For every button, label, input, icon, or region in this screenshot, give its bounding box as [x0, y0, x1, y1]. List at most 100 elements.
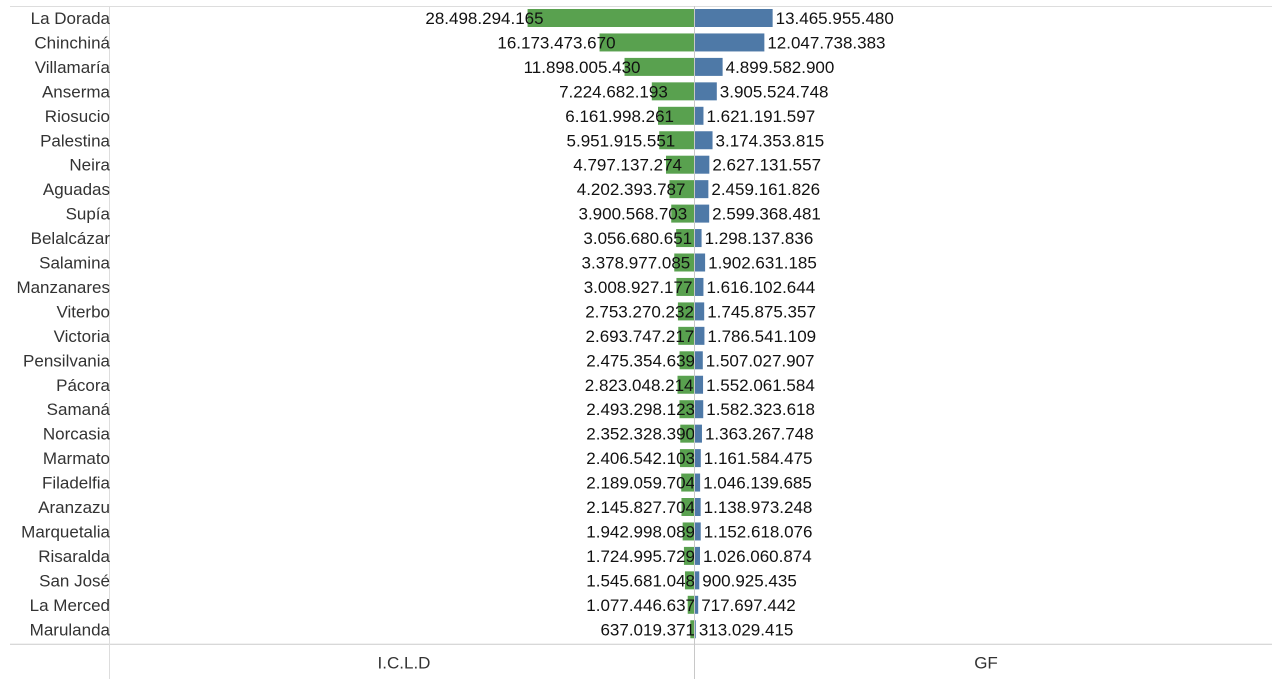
bar-iclds [680, 424, 694, 443]
data-label-iclds: 3.378.977.085 [582, 254, 691, 273]
bar-iclds [669, 180, 694, 199]
data-label-gf: 1.138.973.248 [704, 498, 813, 517]
data-label-gf: 717.697.442 [701, 596, 796, 615]
data-label-gf: 1.363.267.748 [705, 425, 814, 444]
bar-gf [694, 33, 765, 52]
data-label-iclds: 1.724.995.729 [586, 547, 695, 566]
bar-gf [694, 180, 709, 199]
category-label: Riosucio [45, 107, 110, 126]
data-label-iclds: 2.352.328.390 [586, 425, 695, 444]
data-label-gf: 2.599.368.481 [712, 205, 821, 224]
category-label: Chinchiná [34, 33, 110, 52]
bar-iclds [658, 106, 694, 125]
bar-gf [694, 326, 705, 345]
bar-iclds [679, 449, 694, 468]
category-label: Victoria [54, 327, 111, 346]
bar-iclds [679, 400, 694, 419]
category-label: Supía [66, 205, 111, 224]
data-label-iclds: 2.493.298.123 [586, 400, 695, 419]
category-label: Norcasia [43, 425, 111, 444]
data-label-iclds: 3.056.680.651 [583, 229, 692, 248]
bar-gf [694, 277, 704, 296]
data-label-gf: 313.029.415 [699, 620, 794, 639]
category-label: Marquetalia [21, 522, 110, 541]
data-label-iclds: 5.951.915.551 [567, 131, 676, 150]
bar-iclds [624, 57, 694, 76]
data-label-iclds: 2.823.048.214 [585, 376, 694, 395]
bar-iclds [682, 522, 694, 541]
data-label-gf: 2.459.161.826 [711, 180, 820, 199]
category-label: La Dorada [31, 9, 111, 28]
bar-gf [694, 106, 704, 125]
bar-iclds [677, 375, 694, 394]
bar-gf [694, 498, 701, 516]
data-label-iclds: 637.019.371 [600, 620, 695, 639]
bar-iclds [678, 326, 694, 345]
data-label-gf: 1.026.060.874 [703, 547, 812, 566]
bar-iclds [676, 229, 694, 248]
data-label-iclds: 4.797.137.274 [573, 156, 682, 175]
category-label: San José [39, 571, 110, 590]
data-label-gf: 2.627.131.557 [712, 156, 821, 175]
data-label-gf: 1.161.584.475 [704, 449, 813, 468]
category-label: Pensilvania [23, 351, 110, 370]
data-label-iclds: 11.898.005.430 [524, 58, 641, 77]
bar-gf [694, 131, 713, 150]
bar-gf [694, 473, 701, 492]
category-label: Anserma [42, 82, 111, 101]
data-label-iclds: 7.224.682.193 [559, 82, 668, 101]
bar-iclds [651, 82, 694, 101]
category-label: Marulanda [30, 620, 111, 639]
bar-iclds [681, 473, 694, 492]
data-label-gf: 1.507.027.907 [706, 351, 815, 370]
bar-iclds [681, 498, 694, 516]
category-label: Neira [69, 156, 110, 175]
category-label: Villamaría [35, 58, 111, 77]
data-label-iclds: 1.077.446.637 [586, 596, 695, 615]
bar-iclds [665, 155, 694, 174]
data-label-gf: 1.582.323.618 [706, 400, 815, 419]
bar-gf [694, 155, 710, 174]
bar-gf [694, 253, 706, 272]
data-label-iclds: 2.189.059.704 [586, 474, 695, 493]
bar-iclds [674, 253, 694, 272]
bar-iclds [677, 302, 694, 321]
category-label: Viterbo [56, 302, 110, 321]
data-label-gf: 1.298.137.836 [705, 229, 814, 248]
category-label: La Merced [30, 596, 110, 615]
category-label: Manzanares [16, 278, 110, 297]
category-label: Risaralda [38, 547, 110, 566]
column-header-iclds: I.C.L.D [378, 653, 431, 672]
data-label-gf: 1.046.139.685 [703, 474, 812, 493]
data-label-iclds: 2.145.827.704 [586, 498, 695, 517]
bar-iclds [527, 9, 694, 27]
data-label-iclds: 1.545.681.048 [586, 571, 695, 590]
data-label-iclds: 2.406.542.103 [586, 449, 695, 468]
bar-gf [694, 302, 705, 321]
data-label-gf: 3.174.353.815 [716, 131, 825, 150]
data-label-gf: 1.745.875.357 [707, 302, 816, 321]
bar-gf [694, 351, 703, 370]
bar-iclds [683, 546, 694, 565]
data-label-gf: 1.616.102.644 [706, 278, 815, 297]
data-label-iclds: 2.693.747.217 [586, 327, 695, 346]
data-label-iclds: 28.498.294.165 [425, 9, 543, 28]
bar-iclds [599, 33, 694, 52]
bar-gf [694, 229, 702, 248]
bar-gf [694, 449, 701, 468]
bar-gf [694, 571, 700, 590]
category-label: Pácora [56, 376, 110, 395]
data-label-gf: 4.899.582.900 [726, 58, 835, 77]
data-label-gf: 1.152.618.076 [704, 522, 813, 541]
bar-gf [694, 375, 704, 394]
bar-iclds [671, 204, 694, 223]
data-label-iclds: 4.202.393.787 [577, 180, 686, 199]
bar-gf [694, 595, 699, 614]
data-label-iclds: 1.942.998.089 [586, 522, 695, 541]
data-label-iclds: 3.900.568.703 [579, 205, 688, 224]
data-label-iclds: 6.161.998.261 [565, 107, 674, 126]
bar-gf [694, 522, 701, 541]
data-label-iclds: 2.753.270.232 [585, 302, 694, 321]
bar-gf [694, 9, 773, 27]
bar-gf [694, 204, 710, 223]
